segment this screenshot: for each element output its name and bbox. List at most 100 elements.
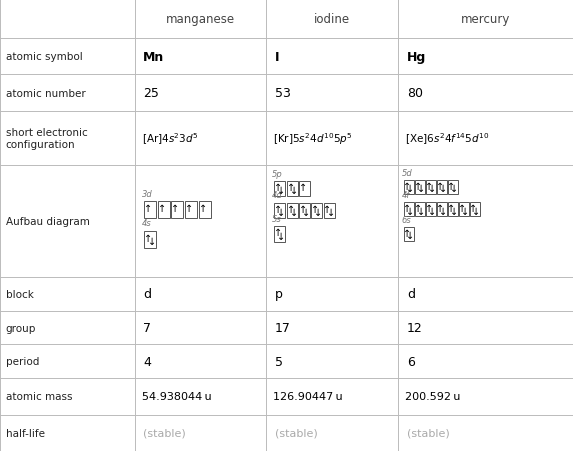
Bar (404, 227, 414, 242)
Bar (299, 203, 310, 219)
Text: ↑: ↑ (274, 204, 282, 214)
Text: period: period (6, 357, 39, 367)
Text: d: d (143, 288, 151, 301)
Bar (299, 182, 310, 197)
Bar (404, 180, 414, 195)
Bar (426, 202, 435, 217)
Text: [Kr]5$s^2$4$d^{10}$5$p^5$: [Kr]5$s^2$4$d^{10}$5$p^5$ (273, 131, 353, 147)
Bar (144, 202, 156, 219)
Text: [Xe]6$s^2$4$f^{14}$5$d^{10}$: [Xe]6$s^2$4$f^{14}$5$d^{10}$ (405, 131, 489, 147)
Text: (stable): (stable) (407, 428, 450, 438)
Text: iodine: iodine (314, 13, 351, 26)
Bar (404, 202, 414, 217)
Text: 4: 4 (143, 355, 151, 368)
Text: ↓: ↓ (450, 184, 458, 194)
Text: ↓: ↓ (406, 184, 414, 194)
Text: ↑: ↑ (274, 228, 282, 238)
Text: ↑: ↑ (436, 181, 445, 191)
Text: ↓: ↓ (327, 207, 335, 217)
Text: ↑: ↑ (425, 203, 433, 213)
Text: ↓: ↓ (277, 231, 285, 241)
Bar (286, 182, 298, 197)
Text: block: block (6, 289, 34, 299)
Text: [Ar]4$s^2$3$d^5$: [Ar]4$s^2$3$d^5$ (142, 131, 198, 147)
Text: 54.938044 u: 54.938044 u (142, 391, 211, 401)
Bar (185, 202, 197, 219)
Text: ↑: ↑ (436, 203, 445, 213)
Text: ↑: ↑ (448, 203, 456, 213)
Text: 6: 6 (407, 355, 415, 368)
Text: ↑: ↑ (171, 204, 179, 214)
Text: ↑: ↑ (144, 233, 152, 243)
Bar (274, 203, 285, 219)
Bar (274, 227, 285, 242)
Text: ↓: ↓ (428, 206, 437, 216)
Text: ↑: ↑ (185, 204, 193, 214)
Text: ↑: ↑ (199, 204, 207, 214)
Text: ↑: ↑ (158, 204, 166, 214)
Text: 5p: 5p (272, 169, 283, 178)
Text: ↓: ↓ (450, 206, 458, 216)
Text: ↑: ↑ (403, 228, 411, 238)
Text: 200.592 u: 200.592 u (405, 391, 461, 401)
Text: (stable): (stable) (275, 428, 318, 438)
Bar (470, 202, 480, 217)
Text: ↓: ↓ (439, 184, 448, 194)
Text: ↓: ↓ (406, 206, 414, 216)
Text: 5d: 5d (402, 168, 413, 177)
Bar (199, 202, 211, 219)
Text: atomic mass: atomic mass (6, 391, 72, 401)
Text: ↓: ↓ (472, 206, 480, 216)
Text: 17: 17 (275, 322, 291, 334)
Text: atomic symbol: atomic symbol (6, 52, 83, 62)
Text: ↓: ↓ (302, 207, 310, 217)
Text: ↑: ↑ (458, 203, 466, 213)
Text: ↓: ↓ (290, 207, 298, 217)
Text: ↑: ↑ (299, 204, 307, 214)
Text: ↑: ↑ (414, 181, 422, 191)
Text: ↑: ↑ (286, 204, 295, 214)
Text: ↓: ↓ (417, 184, 425, 194)
Text: ↑: ↑ (299, 183, 307, 193)
Text: (stable): (stable) (143, 428, 186, 438)
Text: ↑: ↑ (311, 204, 319, 214)
Text: 126.90447 u: 126.90447 u (273, 391, 343, 401)
Text: ↓: ↓ (148, 236, 156, 246)
Text: 4s: 4s (142, 219, 151, 228)
Bar (448, 180, 458, 195)
Text: ↑: ↑ (403, 181, 411, 191)
Text: ↓: ↓ (461, 206, 469, 216)
Text: 4d: 4d (272, 191, 283, 200)
Text: ↑: ↑ (324, 204, 332, 214)
Bar (448, 202, 458, 217)
Bar (415, 180, 425, 195)
Text: ↓: ↓ (277, 207, 285, 217)
Text: manganese: manganese (166, 13, 235, 26)
Text: ↑: ↑ (144, 204, 152, 214)
Text: 12: 12 (407, 322, 422, 334)
Bar (286, 203, 298, 219)
Text: ↓: ↓ (277, 186, 285, 196)
Text: 5s: 5s (272, 214, 282, 223)
Text: atomic number: atomic number (6, 88, 85, 98)
Text: ↑: ↑ (403, 203, 411, 213)
Bar (274, 182, 285, 197)
Bar (426, 180, 435, 195)
Bar (459, 202, 469, 217)
Text: ↑: ↑ (448, 181, 456, 191)
Text: ↓: ↓ (406, 231, 414, 241)
Text: 7: 7 (143, 322, 151, 334)
Text: ↑: ↑ (274, 183, 282, 193)
Text: half-life: half-life (6, 428, 45, 438)
Text: Hg: Hg (407, 51, 426, 64)
Text: ↑: ↑ (469, 203, 477, 213)
Text: short electronic
configuration: short electronic configuration (6, 128, 88, 149)
Text: mercury: mercury (461, 13, 511, 26)
Text: Aufbau diagram: Aufbau diagram (6, 216, 89, 226)
Bar (311, 203, 322, 219)
Text: group: group (6, 323, 36, 333)
Bar (144, 231, 156, 248)
Text: ↑: ↑ (286, 183, 295, 193)
Text: 4f: 4f (402, 190, 410, 199)
Bar (415, 202, 425, 217)
